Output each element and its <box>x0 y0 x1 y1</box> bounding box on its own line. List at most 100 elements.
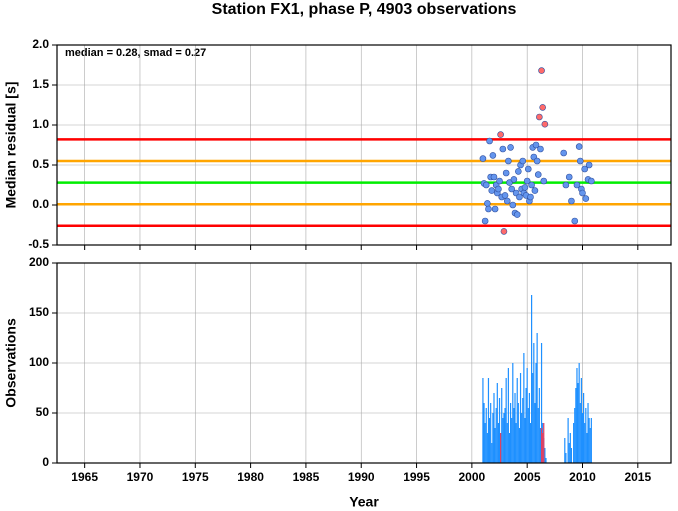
bar <box>504 408 506 463</box>
point <box>531 187 539 194</box>
point <box>534 171 542 178</box>
bar <box>584 423 586 463</box>
bar <box>542 433 544 463</box>
y-tick-label: 2.0 <box>32 37 49 51</box>
x-tick-label: 1980 <box>237 470 264 484</box>
bar <box>528 393 530 463</box>
x-tick-label: 1990 <box>348 470 375 484</box>
bar <box>523 353 525 463</box>
bar <box>493 393 495 463</box>
bar <box>578 363 580 463</box>
point <box>501 192 509 199</box>
bar <box>508 433 511 463</box>
point <box>489 152 497 159</box>
point <box>482 181 490 189</box>
bar <box>513 408 515 463</box>
bar <box>540 428 543 463</box>
bar <box>586 433 588 463</box>
point <box>497 131 504 138</box>
bar <box>545 458 547 463</box>
bar <box>570 448 573 463</box>
bar <box>501 388 503 463</box>
bar <box>587 403 589 463</box>
plot-frame <box>56 262 672 464</box>
bar <box>485 408 487 463</box>
y-tick-label: 0.0 <box>32 197 49 211</box>
point <box>486 137 493 145</box>
y-tick-label: 0 <box>42 455 49 469</box>
point <box>515 168 522 175</box>
point <box>588 177 595 185</box>
bar <box>491 443 493 463</box>
bar <box>538 388 540 463</box>
bar <box>482 378 484 463</box>
bar <box>527 408 529 463</box>
point <box>496 177 503 185</box>
x-tick-label: 1995 <box>403 470 430 484</box>
bar <box>505 378 507 463</box>
y-tick-label: 1.0 <box>32 117 49 131</box>
bar <box>524 418 526 463</box>
point <box>484 200 491 207</box>
bar <box>588 418 590 463</box>
bar <box>490 403 492 463</box>
y-tick-label: 200 <box>29 255 49 269</box>
bar <box>507 368 509 463</box>
point <box>528 181 535 189</box>
point <box>491 205 499 213</box>
point <box>521 184 529 191</box>
bar <box>502 418 504 463</box>
bar <box>486 433 488 463</box>
point <box>523 177 531 185</box>
point <box>575 143 583 150</box>
point <box>513 211 521 218</box>
bar <box>533 343 535 463</box>
point <box>499 145 507 153</box>
point <box>539 104 546 111</box>
bar <box>573 423 575 463</box>
point <box>506 179 513 186</box>
bar <box>590 418 592 463</box>
bar <box>506 423 508 463</box>
point <box>508 185 515 193</box>
bar <box>483 403 485 463</box>
point <box>509 201 517 209</box>
point <box>510 176 518 183</box>
bar <box>532 373 534 463</box>
point <box>581 165 589 173</box>
point <box>503 197 511 205</box>
bar <box>517 403 519 463</box>
bar <box>567 418 569 463</box>
bar <box>589 428 591 463</box>
bar <box>492 413 494 463</box>
bar <box>497 423 500 463</box>
bar <box>569 433 571 463</box>
point <box>488 187 496 194</box>
bar <box>576 368 578 463</box>
bar <box>534 403 536 463</box>
point <box>527 193 534 201</box>
point <box>571 217 579 225</box>
bar <box>583 393 585 463</box>
point <box>582 195 590 202</box>
bar <box>574 408 576 463</box>
point <box>560 149 567 157</box>
point <box>568 197 575 205</box>
y-axis-label: Median residual [s] <box>3 82 19 209</box>
point <box>562 181 570 189</box>
x-tick-label: 1970 <box>127 470 154 484</box>
bar <box>579 403 581 463</box>
bar <box>518 428 521 463</box>
bar <box>498 398 501 463</box>
point <box>495 185 502 193</box>
y-tick-label: 150 <box>29 305 49 319</box>
point <box>479 155 487 162</box>
bar <box>529 423 532 463</box>
point <box>579 189 586 197</box>
y-tick-label: 50 <box>36 405 50 419</box>
bar <box>509 403 512 463</box>
bar <box>512 363 514 463</box>
bar <box>500 433 502 463</box>
chart-title: Station FX1, phase P, 4903 observations <box>212 1 517 18</box>
